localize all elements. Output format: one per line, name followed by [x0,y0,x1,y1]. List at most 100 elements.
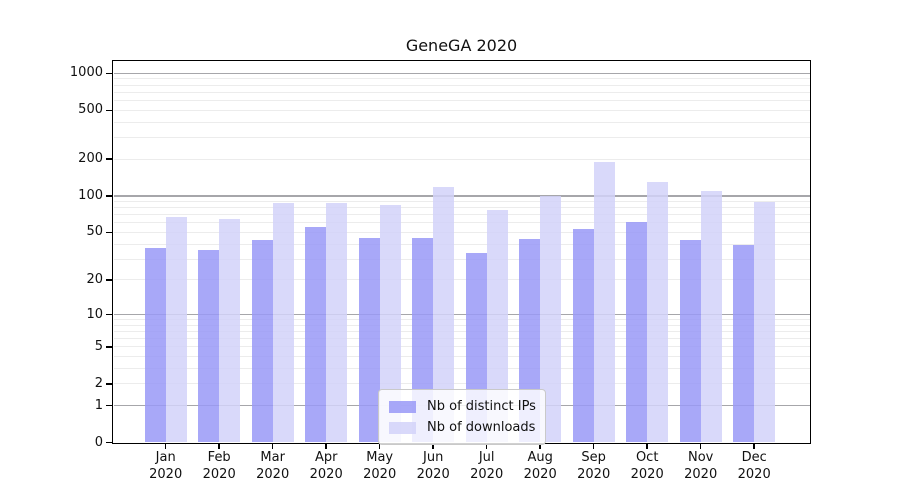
y-gridline-minor [113,258,810,260]
bar-downloads [486,209,508,443]
x-tick-label: Jun 2020 [417,450,450,483]
x-tick-mark [432,444,434,449]
bar-distinct-ips [626,222,648,443]
x-tick-month: Dec [741,450,767,465]
y-tick-mark [106,346,112,348]
x-tick-month: May [366,450,394,465]
legend-label: Nb of downloads [427,420,536,435]
x-tick-label: Nov 2020 [684,450,717,483]
y-gridline-minor [113,279,810,281]
x-tick-label: Feb 2020 [203,450,236,483]
y-gridline-minor [113,324,810,326]
x-tick-year: 2020 [577,466,611,482]
bar-downloads [165,217,187,443]
y-gridline-minor [113,100,810,102]
x-tick-year: 2020 [630,466,664,482]
y-tick-mark [106,441,112,444]
y-tick-label: 2 [94,375,103,391]
x-tick-month: Aug [527,450,553,465]
x-tick-year: 2020 [523,466,557,482]
y-tick-mark [106,383,112,385]
chart-title: GeneGA 2020 [405,36,518,55]
bar-downloads [754,201,776,443]
bar-distinct-ips [358,238,380,443]
y-tick-label: 5 [94,338,103,354]
x-tick-label: Dec 2020 [738,450,771,483]
x-tick-mark [378,444,381,449]
x-tick-year: 2020 [309,466,343,482]
y-gridline-minor [113,338,810,340]
bar-downloads [540,195,562,443]
legend: Nb of distinct IPs Nb of downloads [378,389,546,445]
legend-row: Nb of downloads [389,417,535,438]
y-gridline-minor [113,121,810,123]
x-tick-year: 2020 [202,466,236,482]
y-tick-mark [106,195,112,197]
y-gridline-minor [113,207,810,209]
y-tick-label: 100 [78,187,103,203]
x-tick-mark [753,444,755,449]
x-tick-mark [218,444,220,449]
bar-downloads [272,203,294,443]
bar-downloads [379,204,401,443]
bar-distinct-ips [733,245,755,443]
legend-label: Nb of distinct IPs [427,399,536,414]
x-tick-mark [164,444,167,449]
x-tick-year: 2020 [149,466,183,482]
bar-downloads [647,182,669,443]
bar-downloads [433,187,455,443]
x-tick-mark [271,444,274,449]
y-gridline-minor [113,243,810,245]
y-gridline-minor [113,137,810,139]
y-tick-mark [106,279,112,281]
y-gridline-minor [113,84,810,86]
y-tick-mark [106,313,112,316]
y-gridline-major [113,195,810,197]
x-tick-month: Oct [635,450,659,465]
y-tick-label: 1 [94,397,103,413]
x-tick-month: Apr [314,450,338,465]
x-tick-label: Mar 2020 [256,450,289,483]
x-tick-month: Jan [155,450,176,465]
x-tick-year: 2020 [737,466,771,482]
x-tick-year: 2020 [470,466,504,482]
x-tick-mark [592,444,595,449]
y-gridline-minor [113,319,810,321]
bar-downloads [326,203,348,443]
y-gridline-major [113,313,810,316]
x-tick-label: Apr 2020 [310,450,343,483]
y-tick-label: 500 [78,102,103,118]
x-tick-label: Oct 2020 [631,450,664,483]
x-tick-month: Jun [423,450,444,465]
x-tick-year: 2020 [363,466,397,482]
x-tick-mark [539,444,541,449]
y-gridline-major [113,72,810,75]
bar-distinct-ips [198,249,220,443]
x-tick-mark [646,444,648,449]
x-tick-year: 2020 [684,466,718,482]
x-tick-mark [699,444,702,449]
y-gridline-minor [113,109,810,111]
y-gridline-minor [113,78,810,80]
legend-row: Nb of distinct IPs [389,396,536,417]
y-gridline-minor [113,201,810,203]
y-gridline-minor [113,356,810,358]
y-gridline-minor [113,231,810,233]
y-tick-label: 50 [86,224,103,240]
bar-distinct-ips [679,240,701,443]
x-tick-year: 2020 [256,466,290,482]
x-tick-label: Jan 2020 [149,450,182,483]
x-tick-mark [485,444,488,449]
y-tick-mark [106,158,112,160]
x-tick-month: Jul [478,450,495,465]
y-tick-label: 10 [86,306,103,322]
y-tick-label: 200 [78,151,103,167]
legend-swatch [389,421,416,434]
y-gridline-minor [113,222,810,224]
y-tick-label: 1000 [69,65,103,81]
bar-distinct-ips [305,227,327,443]
x-tick-label: Jul 2020 [470,450,503,483]
bar-distinct-ips [144,248,166,443]
bar-downloads [593,161,615,443]
